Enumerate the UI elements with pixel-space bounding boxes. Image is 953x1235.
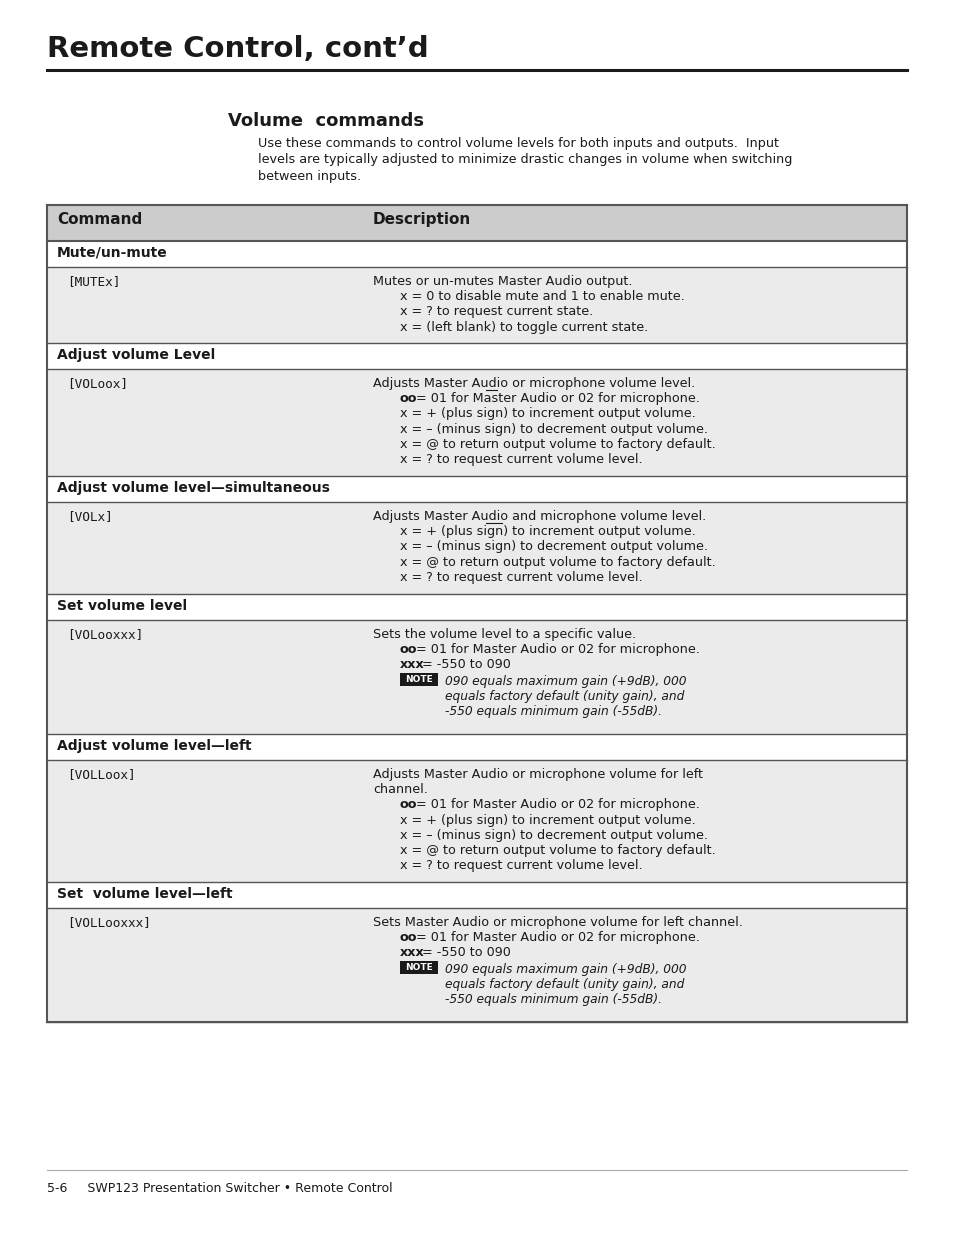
Text: x = ? to request current volume level.: x = ? to request current volume level.	[399, 860, 642, 872]
Text: Adjust volume Level: Adjust volume Level	[57, 348, 215, 362]
Text: equals factory default (unity gain), and: equals factory default (unity gain), and	[444, 690, 683, 703]
Text: Adjusts Master Audio or microphone volume for left: Adjusts Master Audio or microphone volum…	[373, 768, 702, 781]
FancyBboxPatch shape	[399, 961, 437, 973]
Text: xxx: xxx	[399, 946, 424, 960]
Text: x = – (minus sign) to decrement output volume.: x = – (minus sign) to decrement output v…	[399, 829, 707, 842]
Text: Set volume level: Set volume level	[57, 599, 187, 613]
Text: [VOLLooxxx]: [VOLLooxxx]	[67, 916, 151, 929]
Text: 090 equals maximum gain (+9dB), 000: 090 equals maximum gain (+9dB), 000	[444, 674, 686, 688]
Text: Use these commands to control volume levels for both inputs and outputs.  Input: Use these commands to control volume lev…	[257, 137, 779, 149]
FancyBboxPatch shape	[47, 501, 906, 594]
Text: Sets Master Audio or microphone volume for left channel.: Sets Master Audio or microphone volume f…	[373, 916, 742, 929]
Text: 090 equals maximum gain (+9dB), 000: 090 equals maximum gain (+9dB), 000	[444, 962, 686, 976]
FancyBboxPatch shape	[47, 734, 906, 760]
FancyBboxPatch shape	[399, 673, 437, 685]
Text: = -550 to 090: = -550 to 090	[417, 946, 511, 960]
Text: x = 0 to disable mute and 1 to enable mute.: x = 0 to disable mute and 1 to enable mu…	[399, 290, 684, 304]
Text: oo: oo	[399, 798, 417, 811]
Text: 5-6     SWP123 Presentation Switcher • Remote Control: 5-6 SWP123 Presentation Switcher • Remot…	[47, 1182, 393, 1195]
Text: oo: oo	[399, 931, 417, 945]
Text: Mutes or un-mutes Master Audio output.: Mutes or un-mutes Master Audio output.	[373, 275, 632, 288]
Text: NOTE: NOTE	[405, 962, 433, 972]
Text: -550 equals minimum gain (-55dB).: -550 equals minimum gain (-55dB).	[444, 993, 661, 1007]
FancyBboxPatch shape	[47, 241, 906, 267]
Text: = 01 for Master Audio or 02 for microphone.: = 01 for Master Audio or 02 for micropho…	[412, 931, 700, 945]
Text: Description: Description	[373, 212, 471, 227]
FancyBboxPatch shape	[47, 267, 906, 343]
Text: x = (left blank) to toggle current state.: x = (left blank) to toggle current state…	[399, 321, 648, 333]
Text: Adjust volume level—simultaneous: Adjust volume level—simultaneous	[57, 480, 330, 495]
Text: x = + (plus sign) to increment output volume.: x = + (plus sign) to increment output vo…	[399, 814, 695, 826]
Text: Mute/un-mute: Mute/un-mute	[57, 246, 168, 261]
Text: x = ? to request current volume level.: x = ? to request current volume level.	[399, 571, 642, 584]
Text: x = + (plus sign) to increment output volume.: x = + (plus sign) to increment output vo…	[399, 525, 695, 538]
Text: channel.: channel.	[373, 783, 428, 797]
Text: x = – (minus sign) to decrement output volume.: x = – (minus sign) to decrement output v…	[399, 541, 707, 553]
Text: x = + (plus sign) to increment output volume.: x = + (plus sign) to increment output vo…	[399, 408, 695, 420]
Text: Set  volume level—left: Set volume level—left	[57, 887, 233, 902]
Text: x = – (minus sign) to decrement output volume.: x = – (minus sign) to decrement output v…	[399, 422, 707, 436]
FancyBboxPatch shape	[47, 205, 906, 241]
Text: oo: oo	[399, 643, 417, 656]
Text: Adjusts Master Audio or microphone volume level.: Adjusts Master Audio or microphone volum…	[373, 377, 695, 390]
Text: = 01 for Master Audio or 02 for microphone.: = 01 for Master Audio or 02 for micropho…	[412, 798, 700, 811]
Text: x = ? to request current volume level.: x = ? to request current volume level.	[399, 453, 642, 466]
FancyBboxPatch shape	[47, 760, 906, 882]
Text: = 01 for Master Audio or 02 for microphone.: = 01 for Master Audio or 02 for micropho…	[412, 393, 700, 405]
Text: = -550 to 090: = -550 to 090	[417, 658, 511, 672]
Text: [VOLoox]: [VOLoox]	[67, 377, 128, 390]
Text: x = ? to request current state.: x = ? to request current state.	[399, 305, 593, 319]
Text: [VOLx]: [VOLx]	[67, 510, 112, 522]
Text: x = @ to return output volume to factory default.: x = @ to return output volume to factory…	[399, 844, 715, 857]
Text: Volume  commands: Volume commands	[228, 112, 423, 130]
Text: x = @ to return output volume to factory default.: x = @ to return output volume to factory…	[399, 437, 715, 451]
Text: Adjusts Master Audio and microphone volume level.: Adjusts Master Audio and microphone volu…	[373, 510, 705, 522]
FancyBboxPatch shape	[47, 343, 906, 369]
Text: = 01 for Master Audio or 02 for microphone.: = 01 for Master Audio or 02 for micropho…	[412, 643, 700, 656]
Text: [VOLLoox]: [VOLLoox]	[67, 768, 135, 781]
Text: levels are typically adjusted to minimize drastic changes in volume when switchi: levels are typically adjusted to minimiz…	[257, 153, 792, 167]
Text: oo: oo	[399, 393, 417, 405]
Text: Adjust volume level—left: Adjust volume level—left	[57, 739, 252, 753]
FancyBboxPatch shape	[47, 908, 906, 1023]
Text: between inputs.: between inputs.	[257, 170, 361, 183]
Text: NOTE: NOTE	[405, 674, 433, 684]
FancyBboxPatch shape	[47, 620, 906, 734]
Text: [MUTEx]: [MUTEx]	[67, 275, 120, 288]
Text: equals factory default (unity gain), and: equals factory default (unity gain), and	[444, 978, 683, 990]
Text: Remote Control, cont’d: Remote Control, cont’d	[47, 35, 428, 63]
Text: -550 equals minimum gain (-55dB).: -550 equals minimum gain (-55dB).	[444, 705, 661, 718]
FancyBboxPatch shape	[47, 475, 906, 501]
Text: xxx: xxx	[399, 658, 424, 672]
Text: Sets the volume level to a specific value.: Sets the volume level to a specific valu…	[373, 629, 636, 641]
FancyBboxPatch shape	[47, 594, 906, 620]
Text: [VOLooxxx]: [VOLooxxx]	[67, 629, 143, 641]
FancyBboxPatch shape	[47, 882, 906, 908]
FancyBboxPatch shape	[47, 369, 906, 475]
Text: x = @ to return output volume to factory default.: x = @ to return output volume to factory…	[399, 556, 715, 568]
Text: Command: Command	[57, 212, 142, 227]
